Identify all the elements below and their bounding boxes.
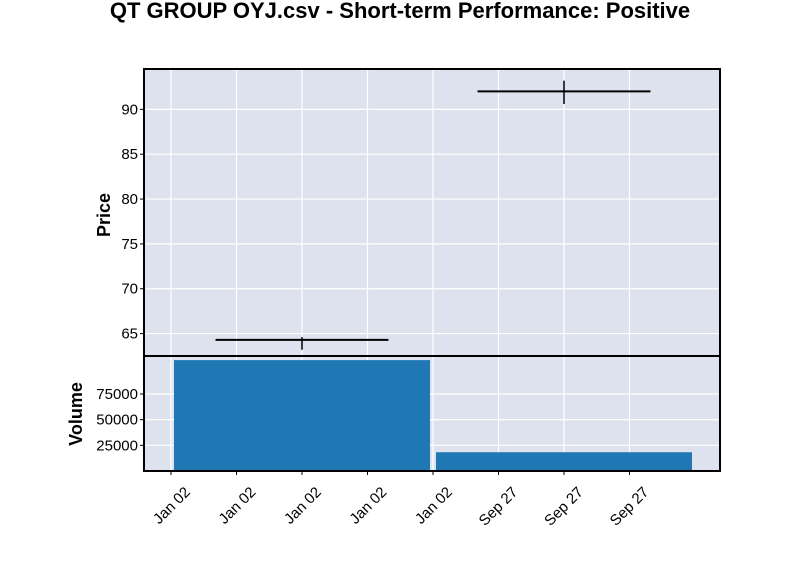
price-tick-label: 75	[121, 236, 138, 253]
ohlc-mark	[215, 337, 389, 350]
volume-tick-labels: 25000 50000 75000	[96, 386, 144, 454]
volume-bars	[174, 360, 692, 471]
price-panel-background	[144, 69, 720, 356]
volume-panel-frame	[143, 355, 721, 472]
price-tick-labels: 65 70 75 80 85 90	[121, 101, 144, 343]
x-tick-label: Sep 27	[607, 484, 653, 530]
price-tick-label: 80	[121, 191, 138, 208]
chart-title: QT GROUP OYJ.csv - Short-term Performanc…	[110, 0, 690, 23]
price-grid	[144, 69, 720, 356]
price-tick-label: 90	[121, 101, 138, 118]
volume-bar	[174, 360, 430, 471]
x-tick-label: Jan 02	[281, 484, 325, 528]
x-tick-labels: Jan 02 Jan 02 Jan 02 Jan 02 Jan 02 Sep 27 Sep …	[150, 471, 652, 529]
x-tick-label: Jan 02	[346, 484, 390, 528]
volume-tick-label: 50000	[96, 412, 138, 429]
x-tick-label: Jan 02	[150, 484, 194, 528]
x-tick-label: Sep 27	[541, 484, 587, 530]
price-panel: 65 70 75 80 85 90	[121, 68, 721, 357]
price-tick-label: 65	[121, 326, 138, 343]
ohlc-marks	[215, 80, 651, 350]
x-tick-label: Sep 27	[476, 484, 522, 530]
ohlc-mark	[477, 80, 651, 104]
volume-bar	[436, 452, 692, 471]
x-tick-label: Jan 02	[215, 484, 259, 528]
price-tick-label: 70	[121, 281, 138, 298]
x-tick-label: Jan 02	[412, 484, 456, 528]
volume-axis-label: Volume	[66, 382, 86, 446]
volume-tick-label: 75000	[96, 386, 138, 403]
price-axis-label: Price	[94, 193, 114, 237]
price-tick-label: 85	[121, 146, 138, 163]
volume-panel: 25000 50000 75000	[96, 355, 721, 472]
volume-tick-label: 25000	[96, 437, 138, 454]
